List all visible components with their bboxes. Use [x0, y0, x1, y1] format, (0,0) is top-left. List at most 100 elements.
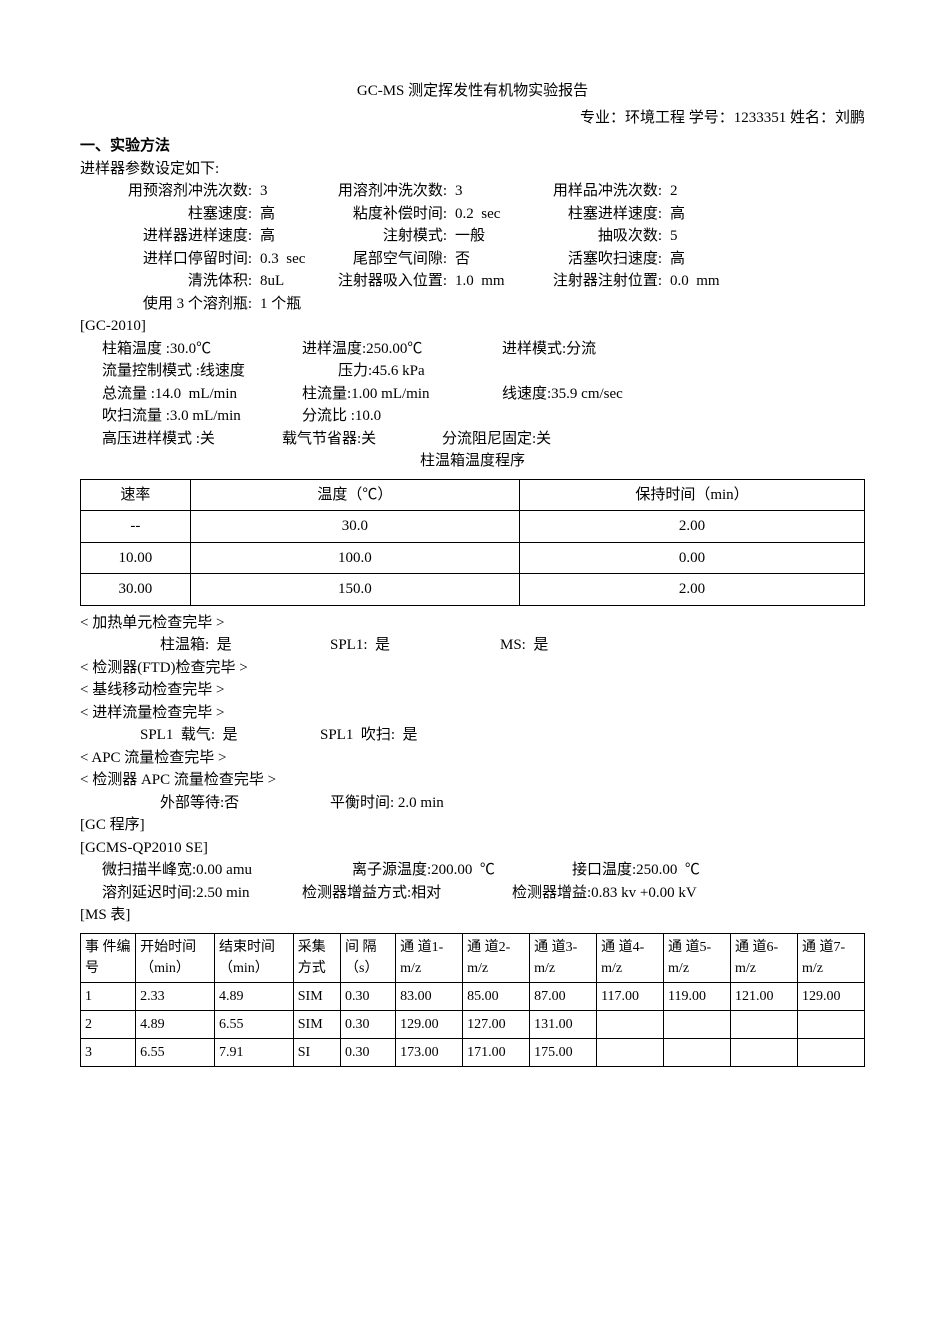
label: 使用 3 个溶剂瓶: — [102, 293, 252, 316]
cell: 131.00 — [530, 1010, 597, 1038]
table-row: 2 4.89 6.55 SIM 0.30 129.00 127.00 131.0… — [81, 1010, 865, 1038]
col-ch5: 通 道5-m/z — [664, 933, 731, 982]
check-ftd: < 检测器(FTD)检查完毕 > — [80, 657, 865, 680]
cell: 129.00 — [396, 1010, 463, 1038]
value: 高 — [252, 203, 312, 226]
cell: 119.00 — [664, 982, 731, 1010]
value: 0.3 sec — [252, 248, 312, 271]
cell: 0.30 — [341, 982, 396, 1010]
cell — [664, 1038, 731, 1066]
table-row: 10.00 100.0 0.00 — [81, 542, 865, 574]
cell: 100.0 — [190, 542, 519, 574]
col-start: 开始时间（min） — [136, 933, 215, 982]
cell: 87.00 — [530, 982, 597, 1010]
cell: SI — [293, 1038, 340, 1066]
doc-title: GC-MS 测定挥发性有机物实验报告 — [80, 80, 865, 103]
value: 高 — [662, 203, 685, 226]
check-apc: < APC 流量检查完毕 > — [80, 747, 865, 770]
label: 进样口停留时间: — [102, 248, 252, 271]
table-row: 3 6.55 7.91 SI 0.30 173.00 171.00 175.00 — [81, 1038, 865, 1066]
check-heating: < 加热单元检查完毕 > — [80, 612, 865, 635]
param: 柱箱温度 :30.0℃ — [102, 338, 302, 361]
check-flow-row: SPL1 载气: 是 SPL1 吹扫: 是 — [80, 724, 865, 747]
table-row: 1 2.33 4.89 SIM 0.30 83.00 85.00 87.00 1… — [81, 982, 865, 1010]
ms-row-1: 微扫描半峰宽:0.00 amu 离子源温度:200.00 ℃ 接口温度:250.… — [80, 859, 865, 882]
cell — [797, 1038, 864, 1066]
cell: 6.55 — [136, 1038, 215, 1066]
param: 分流阻尼固定:关 — [442, 428, 551, 451]
label: 用溶剂冲洗次数: — [312, 180, 447, 203]
gc-program-header: [GC 程序] — [80, 814, 865, 837]
gc-row-4: 吹扫流量 :3.0 mL/min 分流比 :10.0 — [80, 405, 865, 428]
col-event: 事 件编 号 — [81, 933, 136, 982]
param: 压力:45.6 kPa — [338, 360, 425, 383]
col-rate: 速率 — [81, 479, 191, 511]
label: 清洗体积: — [102, 270, 252, 293]
cell — [731, 1010, 798, 1038]
param: 微扫描半峰宽:0.00 amu — [102, 859, 352, 882]
label: 柱塞速度: — [102, 203, 252, 226]
param: 吹扫流量 :3.0 mL/min — [102, 405, 302, 428]
check-item: MS: 是 — [500, 634, 548, 657]
cell: 127.00 — [463, 1010, 530, 1038]
cell: 83.00 — [396, 982, 463, 1010]
col-temp: 温度（℃） — [190, 479, 519, 511]
value: 5 — [662, 225, 678, 248]
check-item: SPL1 载气: 是 — [140, 724, 320, 747]
cell: 150.0 — [190, 574, 519, 606]
label: 尾部空气间隙: — [312, 248, 447, 271]
cell: 2.00 — [520, 574, 865, 606]
cell: 4.89 — [214, 982, 293, 1010]
cell — [731, 1038, 798, 1066]
col-ch1: 通 道1-m/z — [396, 933, 463, 982]
cell — [797, 1010, 864, 1038]
check-item: 柱温箱: 是 — [160, 634, 330, 657]
cell: -- — [81, 511, 191, 543]
check-baseline: < 基线移动检查完毕 > — [80, 679, 865, 702]
injector-row-3: 进样器进样速度: 高 注射模式: 一般 抽吸次数: 5 — [80, 225, 865, 248]
injector-row-1: 用预溶剂冲洗次数: 3 用溶剂冲洗次数: 3 用样品冲洗次数: 2 — [80, 180, 865, 203]
cell: 0.30 — [341, 1010, 396, 1038]
temp-program-table: 速率 温度（℃） 保持时间（min） -- 30.0 2.00 10.00 10… — [80, 479, 865, 606]
col-hold: 保持时间（min） — [520, 479, 865, 511]
check-item: SPL1 吹扫: 是 — [320, 724, 418, 747]
value: 8uL — [252, 270, 312, 293]
value: 一般 — [447, 225, 527, 248]
cell: 1 — [81, 982, 136, 1010]
cell: 6.55 — [214, 1010, 293, 1038]
value: 0.0 mm — [662, 270, 720, 293]
injector-row-6: 使用 3 个溶剂瓶: 1 个瓶 — [80, 293, 865, 316]
cell: 2 — [81, 1010, 136, 1038]
check-item: 平衡时间: 2.0 min — [330, 792, 444, 815]
cell: 7.91 — [214, 1038, 293, 1066]
table-header-row: 事 件编 号 开始时间（min） 结束时间（min） 采集方式 间 隔（s） 通… — [81, 933, 865, 982]
param: 溶剂延迟时间:2.50 min — [102, 882, 302, 905]
table-header-row: 速率 温度（℃） 保持时间（min） — [81, 479, 865, 511]
cell: 3 — [81, 1038, 136, 1066]
cell: 2.00 — [520, 511, 865, 543]
check-det-apc: < 检测器 APC 流量检查完毕 > — [80, 769, 865, 792]
label: 粘度补偿时间: — [312, 203, 447, 226]
label: 注射模式: — [312, 225, 447, 248]
check-flow: < 进样流量检查完毕 > — [80, 702, 865, 725]
cell — [664, 1010, 731, 1038]
ms-table: 事 件编 号 开始时间（min） 结束时间（min） 采集方式 间 隔（s） 通… — [80, 933, 865, 1067]
value: 3 — [447, 180, 527, 203]
injector-row-5: 清洗体积: 8uL 注射器吸入位置: 1.0 mm 注射器注射位置: 0.0 m… — [80, 270, 865, 293]
value: 否 — [447, 248, 527, 271]
param: 总流量 :14.0 mL/min — [102, 383, 302, 406]
gc-row-5: 高压进样模式 :关 载气节省器:关 分流阻尼固定:关 — [80, 428, 865, 451]
param: 检测器增益:0.83 kv +0.00 kV — [512, 882, 697, 905]
cell: 30.0 — [190, 511, 519, 543]
gcms-header: [GCMS-QP2010 SE] — [80, 837, 865, 860]
ms-table-header: [MS 表] — [80, 904, 865, 927]
col-interval: 间 隔（s） — [341, 933, 396, 982]
gc-row-1: 柱箱温度 :30.0℃ 进样温度:250.00℃ 进样模式:分流 — [80, 338, 865, 361]
param: 流量控制模式 :线速度 — [102, 360, 302, 383]
cell: 171.00 — [463, 1038, 530, 1066]
cell: 0.00 — [520, 542, 865, 574]
check-wait-row: 外部等待:否 平衡时间: 2.0 min — [80, 792, 865, 815]
value: 高 — [662, 248, 685, 271]
label: 注射器注射位置: — [527, 270, 662, 293]
label: 用预溶剂冲洗次数: — [102, 180, 252, 203]
